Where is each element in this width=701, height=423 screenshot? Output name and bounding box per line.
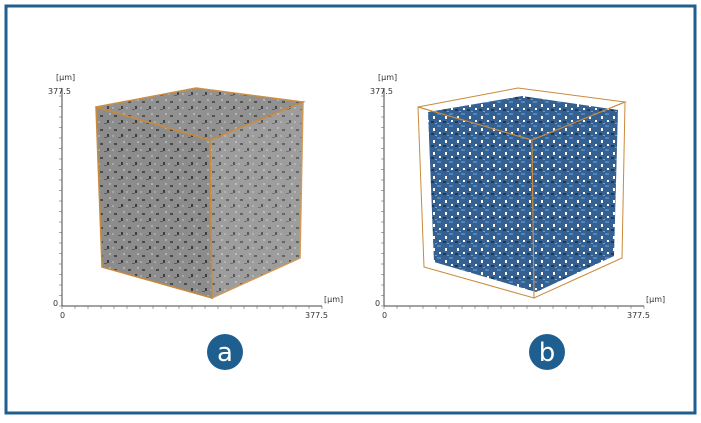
x-min: 0 (60, 311, 65, 320)
y-max: 377.5 (48, 87, 71, 96)
panel-label: b (539, 338, 556, 368)
y-min: 0 (375, 299, 380, 308)
x-unit: [µm] (646, 295, 665, 304)
y-unit: [µm] (56, 73, 75, 82)
y-max: 377.5 (370, 87, 393, 96)
panel-label: a (217, 338, 233, 368)
pore-network (428, 96, 618, 292)
x-max: 377.5 (305, 311, 328, 320)
x-unit: [µm] (324, 295, 343, 304)
y-min: 0 (53, 299, 58, 308)
x-max: 377.5 (627, 311, 650, 320)
x-min: 0 (382, 311, 387, 320)
y-unit: [µm] (378, 73, 397, 82)
figure: [µm] 377.5 0 [µm] 0 377.5 a [µm] 377.5 0 [µm] 0 377.… (0, 0, 701, 419)
